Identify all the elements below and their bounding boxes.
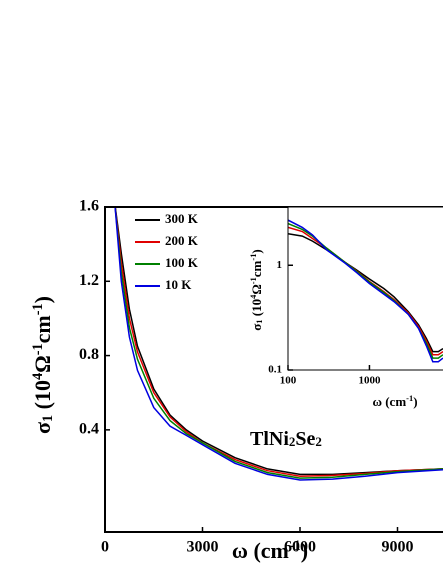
plot-area (114, 207, 443, 481)
x-tick-label: 100 (280, 375, 297, 387)
y-axis-label-part: ) (249, 249, 264, 253)
y-tick-label: 0.4 (79, 421, 99, 438)
annotation-part: Se (295, 428, 315, 450)
legend-label: 100 K (165, 255, 199, 270)
y-axis-label-part: 1 (40, 415, 56, 422)
x-axis-label-part: ) (413, 394, 417, 409)
x-axis-label-part: ) (301, 538, 308, 563)
y-axis-label-part: -1 (30, 343, 46, 355)
x-tick-label: 3000 (187, 539, 219, 556)
x-tick-label: 6000 (284, 539, 316, 556)
annotation-part: TlNi (250, 428, 289, 450)
y-axis-label-part: cm (30, 315, 55, 343)
annotation-part: 2 (315, 434, 322, 449)
plot-area (288, 219, 443, 363)
x-axis-label: ω (cm-1) (232, 538, 308, 563)
axis-frame (104, 206, 443, 533)
x-axis-label-part: -1 (406, 393, 413, 403)
y-tick-label: 1.2 (79, 272, 99, 289)
y-axis-label-part: 4 (248, 294, 258, 299)
axis-frame (287, 206, 443, 371)
series-line (114, 207, 443, 481)
x-tick-label: 1000 (358, 375, 381, 387)
legend-label: 200 K (165, 233, 199, 248)
y-tick-label: 1.6 (79, 198, 99, 215)
x-axis-label-part: ω (cm (232, 538, 289, 563)
series-line (114, 207, 443, 479)
annotation: TlNi2Se2 (250, 428, 322, 450)
y-axis-label-part: Ω (249, 284, 264, 294)
y-axis-label-part: (10 (249, 299, 264, 320)
y-axis-label-part: σ (249, 324, 264, 331)
y-axis-label-part: 1 (254, 319, 264, 323)
x-axis-label: ω (cm-1) (372, 393, 417, 409)
y-axis-label-part: 4 (30, 373, 46, 380)
y-axis-label-part: σ (30, 422, 55, 434)
legend-label: 300 K (165, 211, 199, 226)
x-axis-label-part: -1 (289, 538, 301, 554)
y-tick-label: 0.1 (268, 364, 282, 376)
series-line (114, 207, 443, 476)
y-axis-label: σ1 (104Ω-1cm-1) (248, 249, 264, 331)
y-axis-label: σ1 (104Ω-1cm-1) (30, 296, 56, 434)
y-axis-label-part: Ω (30, 355, 55, 373)
y-axis-label-part: -1 (248, 277, 258, 284)
y-axis-label-part: ) (30, 296, 55, 303)
y-axis-label-part: cm (249, 260, 264, 277)
y-tick-label: 1 (277, 259, 283, 271)
y-axis-label-part: (10 (30, 380, 55, 415)
y-tick-label: 0.8 (79, 346, 99, 363)
inset-background (288, 207, 443, 370)
series-line (288, 219, 443, 363)
y-axis-label-part: -1 (248, 254, 258, 261)
y-axis-label-part: -1 (30, 303, 46, 315)
legend-label: 10 K (165, 277, 192, 292)
annotation-part: 2 (289, 434, 296, 449)
x-tick-label: 0 (101, 539, 109, 556)
series-line (288, 232, 443, 353)
x-axis-label-part: ω (cm (372, 394, 406, 409)
x-tick-label: 9000 (382, 539, 414, 556)
